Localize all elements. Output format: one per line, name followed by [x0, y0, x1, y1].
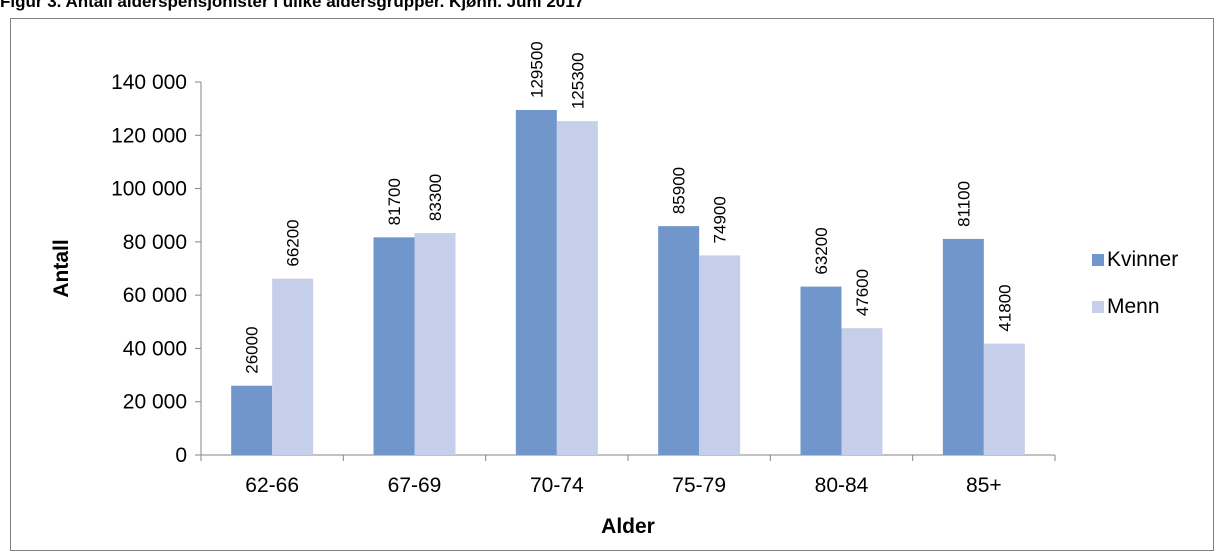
- x-tick-label: 85+: [966, 474, 1002, 497]
- y-tick-label: 20 000: [123, 391, 187, 414]
- figure-title: Figur 3. Antall alderspensjonister i uli…: [0, 0, 585, 11]
- y-tick-label: 0: [175, 444, 187, 467]
- data-label: 41800: [995, 284, 1014, 331]
- data-label: 47600: [853, 269, 872, 316]
- bar-menn-70-74: [556, 121, 598, 455]
- bar-menn-85+: [983, 343, 1025, 455]
- data-label: 26000: [243, 326, 262, 373]
- bars: [231, 109, 1025, 455]
- legend-swatch-kvinner: [1092, 254, 1104, 266]
- data-label: 66200: [284, 219, 303, 266]
- x-tick-label: 80-84: [815, 474, 869, 497]
- data-label: 129500: [527, 41, 546, 98]
- chart-frame: [10, 18, 1214, 551]
- data-label: 125300: [568, 52, 587, 109]
- y-tick-label: 60 000: [123, 284, 187, 307]
- bar-kvinner-67-69: [373, 237, 415, 455]
- y-axis-title: Antall: [50, 239, 73, 297]
- legend-swatch-menn: [1092, 301, 1104, 313]
- data-label: 81100: [954, 181, 973, 227]
- x-axis-title: Alder: [601, 515, 655, 538]
- legend: Kvinner Menn: [1092, 248, 1178, 318]
- data-label: 74900: [711, 196, 730, 243]
- bar-kvinner-75-79: [658, 226, 700, 455]
- bar-menn-75-79: [699, 255, 741, 455]
- data-label: 63200: [812, 227, 831, 274]
- bar-kvinner-70-74: [515, 109, 557, 455]
- x-tick-label: 75-79: [672, 474, 726, 497]
- y-tick-label: 80 000: [123, 231, 187, 254]
- x-tick-label: 70-74: [530, 474, 584, 497]
- y-tick-label: 140 000: [111, 71, 187, 94]
- axes: 0 20 000 40 000 60 000 80 000 100 000 120 000 1…: [50, 71, 1056, 538]
- data-labels: 26000 81700 129500 85900 63200 81100 66200 8330…: [243, 41, 1015, 373]
- data-label: 85900: [670, 167, 689, 214]
- y-tick-label: 120 000: [111, 124, 187, 147]
- y-tick-label: 100 000: [111, 178, 187, 201]
- x-tick-label: 67-69: [388, 474, 442, 497]
- bar-kvinner-80-84: [800, 286, 842, 455]
- legend-label-kvinner: Kvinner: [1107, 248, 1178, 271]
- bar-kvinner-85+: [942, 238, 984, 455]
- data-label: 83300: [426, 174, 445, 221]
- bar-kvinner-62-66: [231, 385, 273, 455]
- x-tick-label: 62-66: [245, 474, 299, 497]
- data-label: 81700: [385, 178, 404, 225]
- legend-label-menn: Menn: [1107, 295, 1160, 318]
- bar-menn-67-69: [414, 233, 456, 455]
- bar-menn-80-84: [841, 328, 883, 455]
- bar-menn-62-66: [272, 278, 314, 455]
- y-tick-label: 40 000: [123, 337, 187, 360]
